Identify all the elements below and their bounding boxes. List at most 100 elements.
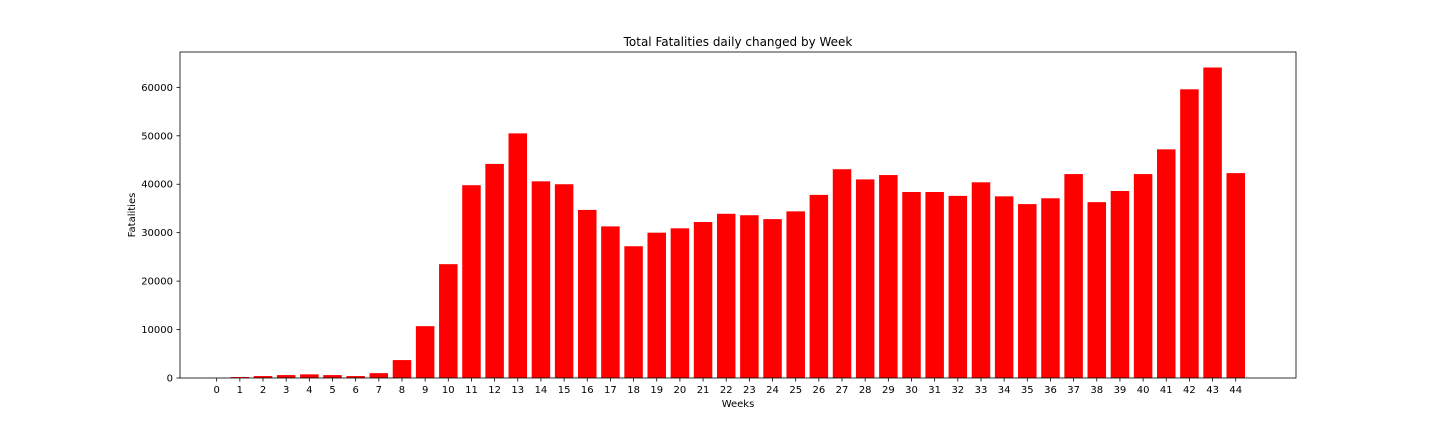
bar-week-38	[1087, 202, 1107, 378]
bar-week-17	[601, 226, 620, 378]
y-axis: 0 10000 20000 30000 40000 50000 60000	[141, 83, 180, 385]
bar-week-35	[1018, 204, 1037, 378]
x-tick-label: 12	[488, 385, 501, 396]
y-tick-label: 40000	[141, 180, 173, 191]
bar-week-6	[346, 376, 365, 378]
bar-week-40	[1133, 174, 1153, 378]
x-tick-label: 26	[812, 385, 825, 396]
x-tick-label: 30	[905, 385, 918, 396]
x-tick-label: 23	[743, 385, 756, 396]
bar-week-20	[670, 228, 690, 378]
bar-week-33	[971, 182, 991, 378]
x-tick-label: 31	[928, 385, 941, 396]
bars-group	[207, 67, 1245, 379]
bar-week-10	[439, 264, 458, 378]
x-tick-label: 27	[836, 385, 849, 396]
x-tick-label: 29	[882, 385, 895, 396]
bar-week-2	[253, 376, 273, 378]
x-tick-label: 28	[859, 385, 872, 396]
x-tick-label: 20	[674, 385, 687, 396]
bar-week-21	[693, 222, 713, 378]
x-tick-label: 14	[535, 385, 548, 396]
bar-week-22	[716, 213, 736, 378]
bar-week-5	[323, 375, 342, 378]
bar-week-37	[1064, 174, 1083, 378]
bar-week-12	[485, 163, 504, 378]
bar-week-3	[276, 375, 296, 378]
x-tick-label: 42	[1183, 385, 1196, 396]
bar-week-36	[1041, 198, 1060, 378]
bar-week-27	[832, 169, 852, 378]
bar-week-8	[392, 360, 412, 378]
x-tick-label: 10	[442, 385, 455, 396]
bar-week-7	[369, 373, 389, 378]
x-tick-label: 18	[627, 385, 640, 396]
bar-week-26	[809, 194, 829, 378]
x-tick-label: 9	[422, 385, 428, 396]
bar-week-41	[1157, 149, 1176, 378]
x-axis-label: Weeks	[722, 399, 755, 410]
bar-week-23	[740, 215, 759, 378]
bar-week-44	[1226, 173, 1245, 378]
x-tick-label: 38	[1090, 385, 1103, 396]
bar-week-34	[994, 196, 1014, 378]
x-tick-label: 43	[1206, 385, 1219, 396]
bar-week-13	[508, 133, 528, 378]
y-tick-label: 20000	[141, 277, 173, 288]
bar-week-19	[647, 232, 666, 378]
bar-week-9	[415, 326, 435, 378]
x-tick-label: 22	[720, 385, 733, 396]
y-axis-label: Fatalities	[127, 193, 138, 238]
x-tick-label: 4	[306, 385, 312, 396]
plot-frame	[179, 51, 1297, 379]
bar-week-42	[1180, 89, 1199, 379]
x-tick-label: 24	[766, 385, 779, 396]
x-tick-label: 44	[1229, 385, 1242, 396]
bar-week-15	[554, 184, 574, 378]
bar-week-32	[948, 195, 968, 378]
y-tick-label: 60000	[141, 83, 173, 94]
bar-week-28	[855, 179, 875, 378]
x-tick-label: 33	[975, 385, 988, 396]
bar-week-16	[578, 209, 597, 378]
x-tick-label: 8	[399, 385, 405, 396]
x-tick-label: 17	[604, 385, 617, 396]
bar-week-25	[786, 211, 805, 378]
x-tick-label: 1	[237, 385, 243, 396]
bar-week-29	[879, 175, 898, 378]
x-tick-label: 6	[352, 385, 358, 396]
x-tick-label: 34	[998, 385, 1011, 396]
x-tick-label: 35	[1021, 385, 1034, 396]
y-tick-label: 50000	[141, 131, 173, 142]
x-tick-label: 3	[283, 385, 289, 396]
x-tick-label: 36	[1044, 385, 1057, 396]
chart-title: Total Fatalities daily changed by Week	[623, 35, 853, 49]
x-tick-label: 37	[1067, 385, 1080, 396]
bar-week-1	[230, 377, 250, 378]
x-axis: 0 1 2 3 4 5 6 7 8 9 10 11 12 13 14 15 16 17 18 19 20 21 22 23 24…	[214, 378, 1242, 396]
x-tick-label: 39	[1114, 385, 1127, 396]
x-tick-label: 2	[260, 385, 266, 396]
x-tick-label: 25	[789, 385, 802, 396]
bar-week-11	[462, 185, 481, 378]
x-tick-label: 40	[1137, 385, 1150, 396]
bar-week-31	[925, 191, 944, 378]
x-tick-label: 21	[697, 385, 710, 396]
bar-week-43	[1203, 67, 1222, 378]
bar-week-30	[902, 191, 921, 378]
y-tick-label: 30000	[141, 228, 173, 239]
x-tick-label: 13	[511, 385, 524, 396]
x-tick-label: 41	[1160, 385, 1173, 396]
bar-week-24	[763, 219, 782, 378]
x-tick-label: 5	[329, 385, 335, 396]
y-tick-label: 10000	[141, 325, 173, 336]
x-tick-label: 15	[558, 385, 571, 396]
bar-week-14	[531, 181, 551, 378]
bar-week-18	[624, 246, 643, 378]
x-tick-label: 32	[951, 385, 964, 396]
y-tick-label: 0	[167, 374, 173, 385]
x-tick-label: 0	[214, 385, 220, 396]
bar-week-39	[1110, 191, 1130, 378]
bar-week-4	[300, 374, 319, 378]
